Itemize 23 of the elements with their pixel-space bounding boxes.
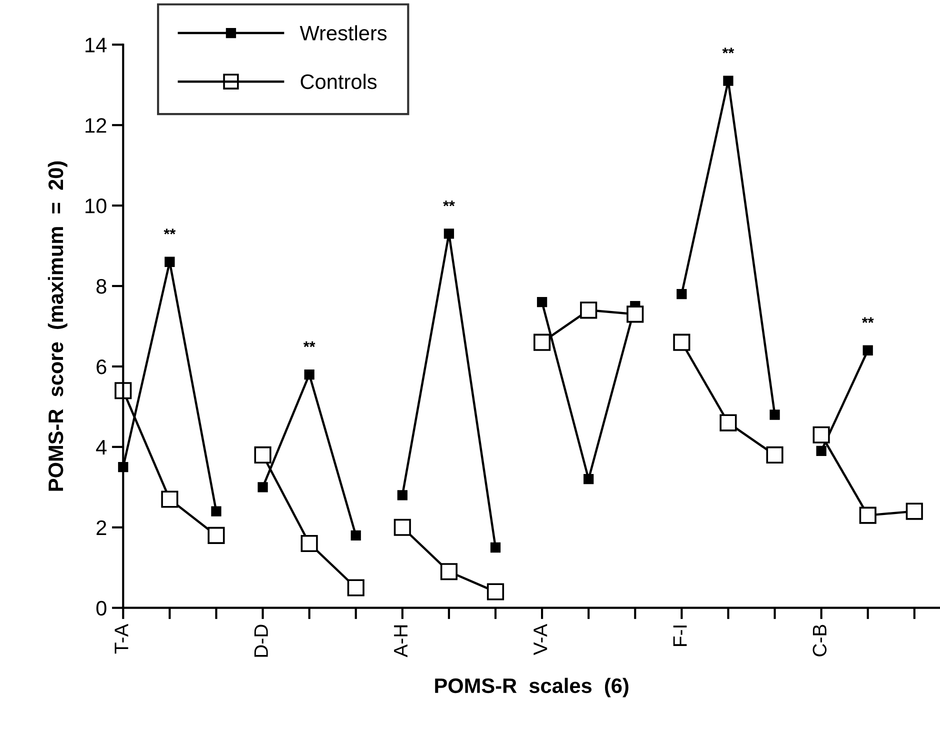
y-tick-label: 14: [86, 38, 107, 52]
annotation: **: [303, 341, 316, 348]
y-axis-title: POMS-R score (maximum = 20): [48, 161, 68, 491]
legend-label: Controls: [300, 74, 377, 90]
annotation: **: [164, 228, 176, 234]
y-tick-label: 12: [86, 118, 106, 133]
x-tick-label: T-A: [114, 624, 128, 654]
x-tick-label: D-D: [254, 624, 268, 657]
x-tick-label: C-B: [812, 624, 827, 656]
x-tick-label: A-H: [394, 625, 408, 658]
y-tick-label: 4: [96, 440, 107, 454]
annotation: **: [443, 200, 455, 206]
annotation: **: [862, 317, 874, 323]
x-axis-title: POMS-R scales (6): [435, 678, 628, 698]
x-tick-label: V-A: [534, 624, 548, 656]
annotation: **: [722, 48, 734, 54]
y-tick-label: 0: [96, 600, 106, 616]
legend-label: Wrestlers: [300, 25, 387, 41]
y-tick-label: 8: [96, 279, 106, 294]
y-tick-label: 10: [86, 198, 106, 214]
y-tick-label: 6: [96, 359, 106, 374]
y-tick-label: 2: [96, 520, 106, 535]
x-tick-label: F-I: [673, 626, 687, 646]
